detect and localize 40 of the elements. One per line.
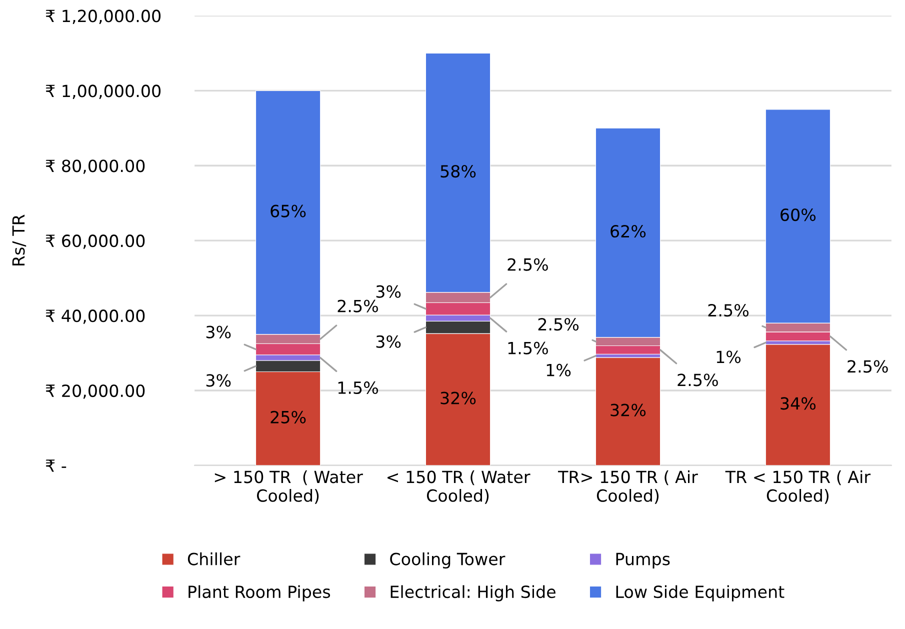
annotation: 3%: [206, 326, 231, 338]
annotation: 58%: [440, 164, 476, 178]
legend-label: Plant Room Pipes: [188, 585, 330, 602]
x-tick-label: TR> 150 TR ( Air Cooled): [558, 470, 698, 504]
annotation: 1.5%: [508, 342, 548, 354]
y-axis-title: Rs/ TR: [12, 214, 26, 266]
x-tick-label: TR < 150 TR ( Air Cooled): [725, 470, 871, 504]
legend-label: Cooling Tower: [390, 552, 506, 569]
annotation: 2.5%: [848, 360, 888, 373]
annotation: 60%: [780, 208, 816, 222]
annotation: 34%: [780, 397, 816, 410]
annotation: 1%: [716, 350, 741, 364]
legend-label: Electrical: High Side: [390, 585, 556, 602]
annotation: 32%: [610, 404, 646, 416]
y-tick-label: ₹ 1,20,000.00: [46, 10, 161, 24]
x-tick-label: < 150 TR ( Water Cooled): [388, 470, 530, 504]
annotation: 2.5%: [508, 258, 548, 271]
x-tick-label: > 150 TR ( Water Cooled): [214, 470, 363, 504]
annotation: 3%: [376, 285, 401, 298]
y-tick-label: ₹ 20,000.00: [46, 384, 145, 399]
annotation: 3%: [206, 374, 231, 387]
legend-label: Low Side Equipment: [616, 585, 784, 602]
annotation: 2.5%: [538, 318, 579, 331]
legend-label: Pumps: [616, 552, 670, 569]
annotation: 32%: [440, 392, 476, 404]
annotation: 3%: [376, 335, 401, 348]
y-tick-label: ₹ 40,000.00: [46, 310, 145, 324]
annotation: 62%: [610, 224, 646, 238]
annotation: 2.5%: [338, 300, 378, 312]
y-tick-label: ₹ -: [46, 460, 66, 472]
annotation: 65%: [270, 204, 306, 218]
annotation: 2.5%: [678, 374, 718, 386]
y-tick-label: ₹ 1,00,000.00: [46, 84, 161, 99]
y-tick-label: ₹ 60,000.00: [46, 234, 145, 249]
y-tick-label: ₹ 80,000.00: [46, 160, 145, 174]
legend-label: Chiller: [188, 552, 240, 566]
annotation: 25%: [270, 410, 306, 424]
annotation: 1.5%: [338, 381, 378, 394]
annotation: 2.5%: [708, 304, 749, 317]
annotation: 1%: [546, 364, 571, 376]
